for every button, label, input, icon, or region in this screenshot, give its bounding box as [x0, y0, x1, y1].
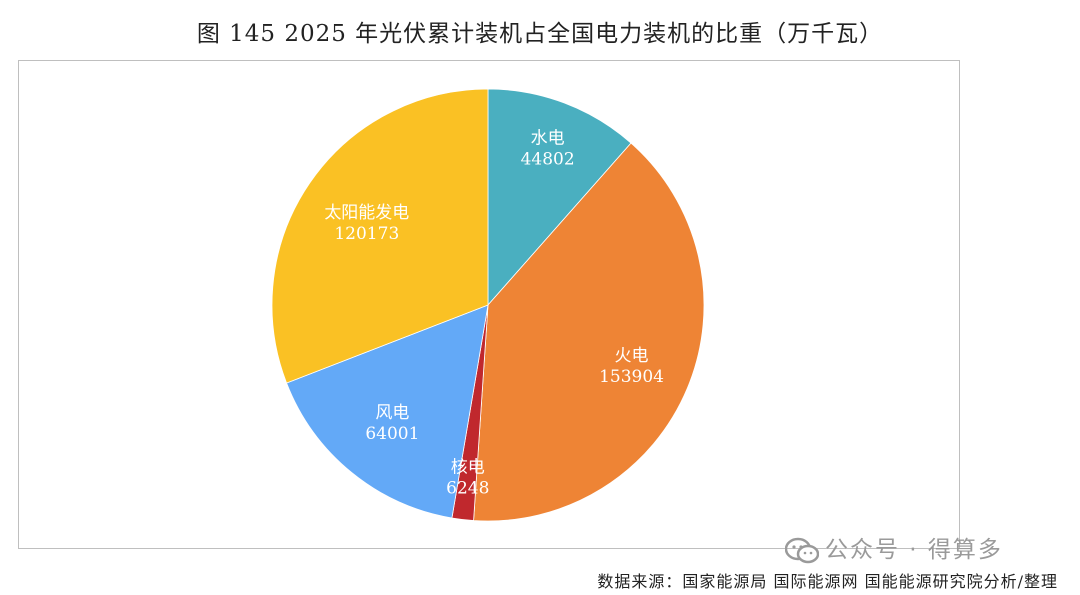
slice-value-2: 6248	[446, 479, 489, 499]
slice-name-2: 核电	[451, 458, 485, 478]
watermark-text: 公众号 · 得算多	[825, 537, 1003, 563]
pie-slice-3	[286, 304, 489, 519]
wechat-icon	[785, 537, 819, 563]
slice-value-3: 64001	[365, 424, 419, 444]
slice-value-4: 120173	[334, 224, 399, 244]
pie-slice-1	[473, 142, 705, 522]
slice-value-0: 44802	[521, 149, 575, 169]
slice-name-3: 风电	[375, 403, 409, 423]
chart-frame: 水电 44802 火电 153904 核电 6248 风电 64001 太阳能发电 120173	[18, 60, 960, 549]
slice-value-1: 153904	[599, 367, 664, 387]
pie-slice-0	[487, 88, 632, 307]
source-note: 数据来源：国家能源局 国际能源网 国能能源研究院分析/整理	[597, 572, 1058, 591]
pie-slice-4	[271, 88, 489, 384]
slice-name-0: 水电	[531, 128, 565, 148]
slice-name-1: 火电	[615, 346, 649, 366]
chart-title: 图 145 2025 年光伏累计装机占全国电力装机的比重（万千瓦）	[196, 21, 884, 47]
watermark: 公众号 · 得算多	[785, 530, 1003, 565]
slice-name-4: 太阳能发电	[324, 203, 409, 223]
